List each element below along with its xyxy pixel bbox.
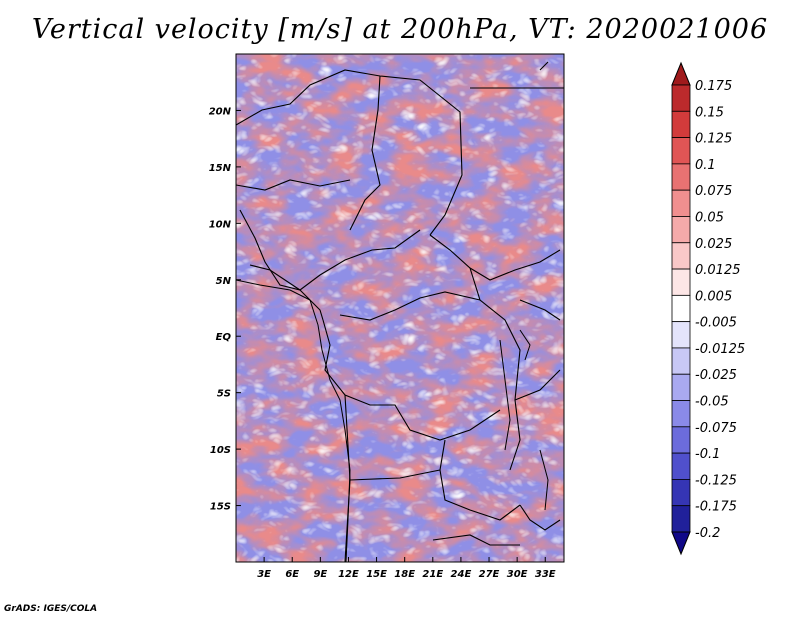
colorbar-bottom-arrow <box>671 531 691 556</box>
colorbar-label: -0.025 <box>695 368 737 383</box>
lon-label: 3E <box>257 569 271 580</box>
latitude-axis: 20N 15N 10N 5N EQ 5S 10S 15S <box>209 106 241 513</box>
colorbar-swatch <box>671 479 691 507</box>
colorbar-label: -0.005 <box>695 316 737 331</box>
colorbar-swatch <box>671 400 691 428</box>
colorbar-swatch <box>671 505 691 533</box>
colorbar-swatch <box>671 321 691 349</box>
colorbar-label: 0.005 <box>695 289 732 304</box>
colorbar-label: -0.175 <box>695 500 737 515</box>
colorbar-label: 0.0125 <box>695 263 741 278</box>
velocity-field <box>236 54 564 562</box>
colorbar-swatch <box>671 242 691 270</box>
lat-label: 10S <box>210 445 231 456</box>
colorbar-swatch <box>671 216 691 244</box>
colorbar-swatch <box>671 426 691 454</box>
colorbar-swatch <box>671 189 691 217</box>
colorbar: 0.175 0.15 0.125 0.1 0.075 0.05 0.025 0.0125 0.0… <box>671 61 745 556</box>
colorbar-swatch <box>671 347 691 375</box>
credit-label: GrADS: IGES/COLA <box>4 604 98 614</box>
colorbar-label: 0.15 <box>695 105 724 120</box>
lon-label: 33E <box>535 569 556 580</box>
lon-label: 24E <box>451 569 472 580</box>
lat-label: EQ <box>216 332 232 343</box>
lon-label: 6E <box>285 569 299 580</box>
lon-label: 9E <box>313 569 327 580</box>
lon-label: 15E <box>366 569 387 580</box>
colorbar-swatch <box>671 373 691 401</box>
longitude-axis: 3E 6E 9E 12E 15E 18E 21E 24E 27E 30E 33E <box>257 557 556 580</box>
colorbar-label: 0.05 <box>695 210 724 225</box>
lon-label: 12E <box>338 569 359 580</box>
colorbar-label: -0.2 <box>695 526 720 541</box>
colorbar-label: 0.075 <box>695 184 732 199</box>
colorbar-label: -0.075 <box>695 421 737 436</box>
colorbar-swatch <box>671 163 691 191</box>
lat-label: 15S <box>210 502 231 513</box>
colorbar-label: 0.175 <box>695 79 732 94</box>
lon-label: 18E <box>394 569 415 580</box>
colorbar-swatch <box>671 294 691 323</box>
lat-label: 15N <box>209 163 232 174</box>
colorbar-swatch <box>671 268 691 296</box>
lon-label: 30E <box>507 569 528 580</box>
lat-label: 5N <box>216 276 232 287</box>
lon-label: 21E <box>422 569 443 580</box>
colorbar-swatch <box>671 452 691 480</box>
colorbar-label: 0.025 <box>695 237 732 252</box>
colorbar-top-arrow <box>671 61 691 86</box>
colorbar-label: 0.125 <box>695 132 732 147</box>
coastline <box>236 279 549 562</box>
colorbar-swatch <box>671 137 691 165</box>
colorbar-swatch <box>671 110 691 138</box>
country-borders <box>236 61 564 562</box>
colorbar-label: -0.125 <box>695 473 737 488</box>
colorbar-label: -0.1 <box>695 447 720 462</box>
lat-label: 20N <box>209 106 232 117</box>
lat-label: 10N <box>209 219 232 230</box>
map-frame <box>235 53 565 563</box>
colorbar-swatch <box>671 84 691 112</box>
colorbar-label: -0.05 <box>695 395 729 410</box>
lon-label: 27E <box>479 569 500 580</box>
colorbar-label: 0.1 <box>695 158 716 173</box>
chart-title: Vertical velocity [m/s] at 200hPa, VT: 2… <box>31 14 769 45</box>
colorbar-label: -0.0125 <box>695 342 745 357</box>
lat-label: 5S <box>217 389 231 400</box>
